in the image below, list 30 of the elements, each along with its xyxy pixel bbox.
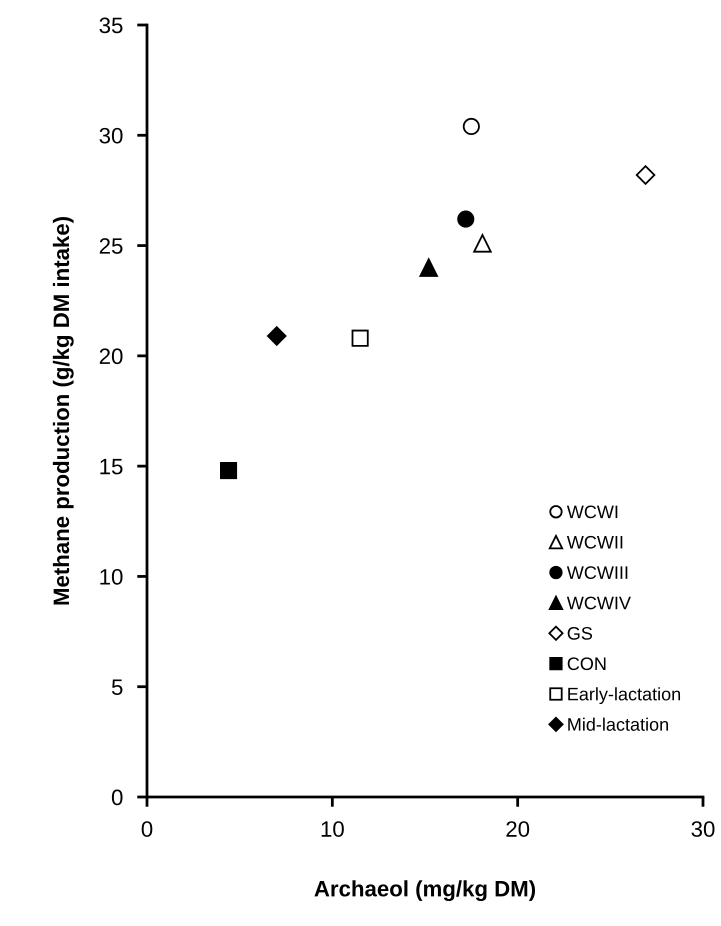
legend-label: WCWI: [566, 505, 618, 518]
legend-label: GS: [568, 626, 592, 640]
point: [636, 165, 656, 185]
y-tick-label: 35: [100, 18, 122, 34]
y-tick-label: 5: [112, 679, 122, 695]
x-tick-label: 30: [691, 821, 714, 837]
legend-label: WCWII: [566, 536, 622, 549]
legend-label: CON: [568, 657, 606, 670]
y-tick-label: 15: [100, 458, 122, 474]
point: [473, 234, 492, 253]
legend-label: Mid-lactation: [568, 718, 668, 731]
legend-label: Early-lactation: [568, 687, 680, 704]
point: [419, 258, 438, 277]
point: [220, 462, 238, 480]
y-tick-label: 30: [100, 128, 123, 144]
y-axis-title: Methane production (g/kg DM intake): [52, 217, 74, 605]
y-tick-label: 10: [100, 568, 123, 585]
legend-label: WCWIII: [566, 566, 628, 579]
point: [457, 210, 474, 228]
y-tick-label: 25: [100, 238, 122, 254]
x-tick-label: 20: [506, 821, 530, 837]
x-axis-title: Archaeol (mg/kg DM): [314, 880, 536, 902]
legend-label: WCWIV: [566, 596, 631, 610]
x-tick-label: 10: [322, 821, 344, 837]
point: [266, 326, 286, 346]
point: [462, 118, 480, 136]
x-tick-label: 0: [142, 821, 152, 837]
y-tick-label: 0: [112, 790, 123, 806]
point: [352, 330, 369, 347]
y-tick-label: 20: [100, 348, 123, 364]
